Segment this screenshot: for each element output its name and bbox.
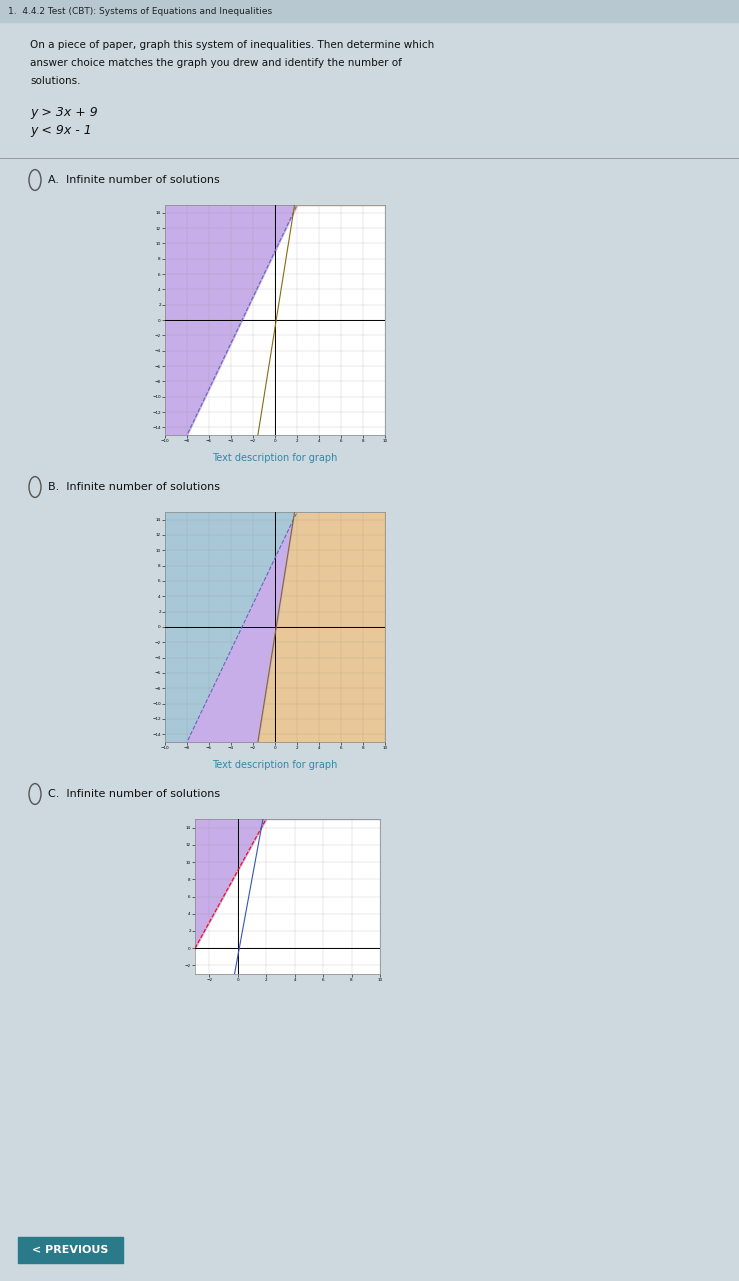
- Text: Text description for graph: Text description for graph: [212, 760, 338, 770]
- Text: y > 3x + 9: y > 3x + 9: [30, 106, 98, 119]
- Text: B.  Infinite number of solutions: B. Infinite number of solutions: [48, 482, 220, 492]
- Text: Text description for graph: Text description for graph: [212, 453, 338, 462]
- Bar: [18, 1237, 123, 1263]
- Text: 1.  4.4.2 Test (CBT): Systems of Equations and Inequalities: 1. 4.4.2 Test (CBT): Systems of Equation…: [8, 6, 272, 15]
- Text: < PREVIOUS: < PREVIOUS: [33, 1245, 109, 1255]
- Text: On a piece of paper, graph this system of inequalities. Then determine which: On a piece of paper, graph this system o…: [30, 40, 435, 50]
- Bar: [0, 0, 739, 22]
- Text: C.  Infinite number of solutions: C. Infinite number of solutions: [48, 789, 220, 799]
- Text: A.  Infinite number of solutions: A. Infinite number of solutions: [48, 175, 219, 184]
- Text: solutions.: solutions.: [30, 76, 81, 86]
- Text: answer choice matches the graph you drew and identify the number of: answer choice matches the graph you drew…: [30, 58, 402, 68]
- Text: y < 9x - 1: y < 9x - 1: [30, 124, 92, 137]
